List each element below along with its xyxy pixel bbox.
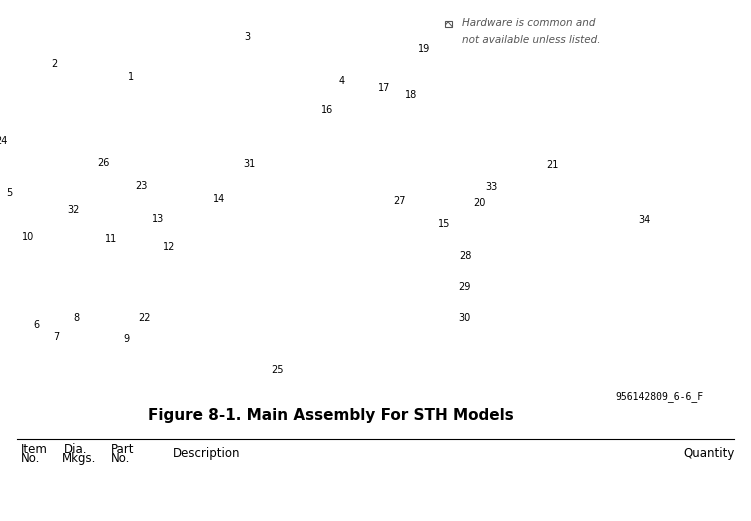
Text: Figure 8-1. Main Assembly For STH Models: Figure 8-1. Main Assembly For STH Models xyxy=(147,408,514,423)
Text: 13: 13 xyxy=(152,214,164,224)
Text: 28: 28 xyxy=(460,252,472,262)
Text: 23: 23 xyxy=(135,181,147,191)
Text: Mkgs.: Mkgs. xyxy=(62,452,96,465)
Text: 6: 6 xyxy=(33,320,39,330)
Text: 1: 1 xyxy=(128,72,134,82)
Text: 34: 34 xyxy=(638,215,650,226)
Text: 2: 2 xyxy=(51,59,57,69)
Text: 11: 11 xyxy=(105,234,117,244)
Text: No.: No. xyxy=(21,452,41,465)
Text: 33: 33 xyxy=(486,182,498,192)
Text: 19: 19 xyxy=(418,44,430,54)
Text: 10: 10 xyxy=(23,231,35,242)
Text: Dia.: Dia. xyxy=(64,443,87,456)
Text: 8: 8 xyxy=(74,313,80,322)
Text: 25: 25 xyxy=(272,365,284,375)
Text: 956142809_6-6_F: 956142809_6-6_F xyxy=(616,392,704,402)
Text: not available unless listed.: not available unless listed. xyxy=(462,35,600,45)
Text: 27: 27 xyxy=(394,195,406,205)
Text: 18: 18 xyxy=(406,90,418,100)
Text: 9: 9 xyxy=(123,334,129,344)
Text: Item: Item xyxy=(21,443,48,456)
Bar xyxy=(445,21,452,27)
Text: 4: 4 xyxy=(339,76,345,86)
Text: 16: 16 xyxy=(321,105,333,115)
Text: 3: 3 xyxy=(245,32,251,42)
Text: 21: 21 xyxy=(546,159,558,169)
Text: 17: 17 xyxy=(379,83,391,93)
Text: Hardware is common and: Hardware is common and xyxy=(462,18,596,28)
Text: Description: Description xyxy=(173,447,240,460)
Text: 26: 26 xyxy=(98,158,110,168)
Text: 7: 7 xyxy=(53,332,59,342)
Text: 22: 22 xyxy=(138,313,150,322)
Text: 12: 12 xyxy=(163,242,175,252)
Text: 15: 15 xyxy=(439,219,451,229)
Text: Quantity: Quantity xyxy=(683,447,734,460)
Text: No.: No. xyxy=(111,452,131,465)
Text: 20: 20 xyxy=(473,198,485,208)
Text: 24: 24 xyxy=(0,136,8,146)
Text: 32: 32 xyxy=(68,205,80,216)
Text: 31: 31 xyxy=(243,159,255,169)
Text: Part: Part xyxy=(111,443,134,456)
Text: 14: 14 xyxy=(213,194,225,204)
Text: 30: 30 xyxy=(458,313,470,322)
Text: 29: 29 xyxy=(458,282,470,292)
Text: 5: 5 xyxy=(6,188,12,198)
